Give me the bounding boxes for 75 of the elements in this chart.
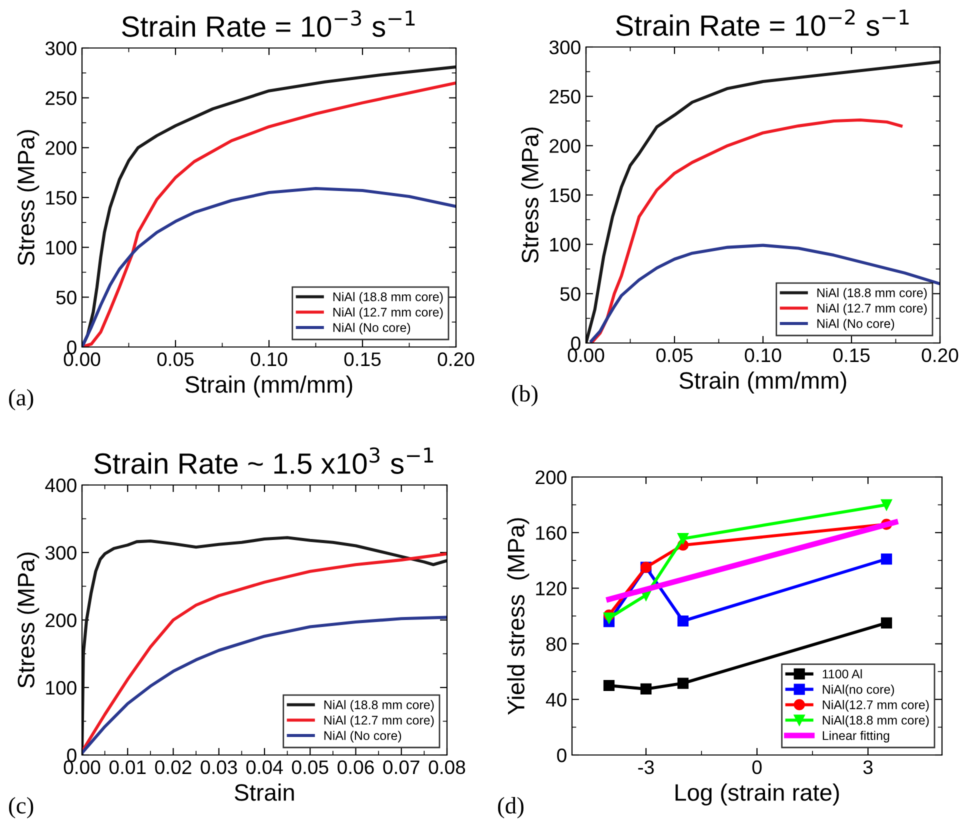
legend-label: 1100 Al [822,669,862,678]
y-axis-title: Stress (MPa) [521,128,544,263]
y-tick-label: 200 [550,139,580,153]
y-tick-label: 0 [557,748,566,762]
y-tick-label: 100 [46,680,76,695]
x-tick-label: 0.03 [200,760,237,774]
legend-label: NiAl (No core) [333,322,410,334]
legend-label: NiAl (12.7 mm core) [324,715,434,728]
legend-label: NiAl (18.8 mm core) [324,700,434,712]
y-tick-label: 400 [45,478,76,492]
y-tick-label: 160 [536,526,566,540]
x-tick-label: 0.07 [383,760,420,774]
x-tick-label: 0.00 [64,352,100,366]
y-tick-label: 300 [45,41,76,56]
y-tick-label: 120 [536,582,566,596]
x-tick-label: 0.00 [64,760,100,774]
text: (c) [9,797,34,818]
y-tick-label: 50 [56,290,76,304]
x-tick-label: 0.15 [344,352,381,366]
y-tick-label: 80 [546,637,566,652]
x-tick-label: 0 [752,760,762,774]
x-tick-label: 0.04 [246,760,283,774]
text: (d) [498,797,524,818]
y-tick-label: 150 [46,190,76,205]
y-tick-label: 200 [46,613,76,628]
y-tick-label: 50 [560,287,580,301]
y-tick-label: 0 [571,336,580,350]
y-axis-title: Stress (MPa) [17,130,40,266]
y-axis-title: Yield stress (MPa) [507,518,530,715]
legend-label: NiAl (No core) [817,318,894,330]
legend-label: NiAl (12.7 mm core) [817,303,927,316]
y-tick-label: 300 [549,40,580,54]
x-tick-label: 0.06 [338,760,374,774]
y-tick-label: 200 [46,141,76,155]
x-tick-label: 0.05 [157,352,194,366]
y-tick-label: 100 [46,240,76,255]
legend-label: NiAl(18.8 mm core) [822,715,929,728]
chart-title: Strain Rate = 10$^{−2}$ s$^{−1}$ [616,9,909,36]
x-tick-label: 0.02 [155,760,192,774]
legend-label: NiAl (18.8 mm core) [333,292,443,304]
legend-label: NiAl(no core) [822,684,894,696]
x-tick-label: 0.00 [568,348,604,362]
text: (b) [512,385,538,406]
x-tick-label: 3 [863,760,873,774]
x-axis-title: Log (strain rate) [676,784,839,806]
x-tick-label: 0.15 [833,348,870,362]
text: (a) [9,389,34,410]
y-tick-label: 250 [550,90,580,104]
legend-label: NiAl (No core) [324,730,402,742]
x-axis-title: Strain [234,784,294,801]
y-tick-label: 0 [67,748,76,762]
x-tick-label: 0.10 [250,352,288,366]
legend-label: NiAl (18.8 mm core) [817,288,927,300]
y-tick-label: 300 [45,546,76,560]
y-tick-label: 250 [46,91,76,106]
x-axis-title: Strain (mm/mm) [679,372,846,394]
legend-label: NiAl (12.7 mm core) [333,307,443,320]
legend-label: NiAl(12.7 mm core) [822,700,929,712]
x-tick-label: 0.05 [656,348,693,362]
x-tick-label: 0.08 [428,760,466,774]
x-tick-label: 0.05 [292,760,328,774]
x-tick-label: 0.01 [109,760,146,774]
x-tick-label: 0.20 [922,348,958,362]
x-tick-label: 0.10 [744,348,782,362]
chart-title: Strain Rate ~ 1.5 x10$^{3}$ s$^{−1}$ [94,447,434,474]
x-tick-label: -3 [638,760,654,774]
x-axis-title: Strain (mm/mm) [185,376,352,398]
y-tick-label: 40 [546,692,566,707]
y-axis-title: Stress (MPa) [17,552,40,688]
y-tick-label: 100 [550,238,580,252]
chart-title: Strain Rate = 10$^{−3}$ s$^{−1}$ [122,10,415,37]
legend-label: Linear fitting [822,730,890,742]
x-tick-label: 0.20 [438,352,474,366]
y-tick-label: 150 [550,188,580,202]
y-tick-label: 200 [536,470,566,484]
